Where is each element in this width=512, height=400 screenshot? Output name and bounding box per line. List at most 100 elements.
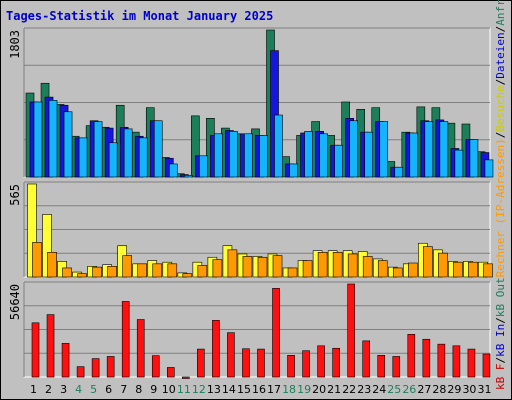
x-tick-label-day-18: 18 <box>282 383 296 396</box>
x-tick-label-day-14: 14 <box>222 383 236 396</box>
bar-hosts-ip-adressen-day-16 <box>257 256 268 278</box>
x-tick-label-day-9: 9 <box>150 383 157 396</box>
bar-traffic-kb-f-day-31 <box>482 353 491 378</box>
bar-requests-rechner-day-21 <box>334 144 343 178</box>
x-tick-label-day-2: 2 <box>45 383 52 396</box>
bar-requests-rechner-day-12 <box>199 155 208 178</box>
bar-hosts-ip-adressen-day-24 <box>377 260 388 278</box>
x-tick-label-day-21: 21 <box>327 383 341 396</box>
bar-requests-rechner-day-25 <box>394 166 404 178</box>
bar-requests-rechner-day-6 <box>108 142 118 178</box>
bar-requests-rechner-day-10 <box>168 163 178 178</box>
x-tick-label-day-4: 4 <box>75 383 82 396</box>
x-tick-label-day-1: 1 <box>30 383 37 396</box>
bar-hosts-ip-adressen-day-23 <box>362 256 373 278</box>
bar-requests-rechner-day-27 <box>424 121 434 178</box>
legend-entry: kB In <box>494 324 507 357</box>
bar-traffic-kb-f-day-16 <box>257 348 265 378</box>
x-tick-label-day-16: 16 <box>252 383 266 396</box>
x-tick-label-day-7: 7 <box>120 383 127 396</box>
x-tick-label-day-17: 17 <box>267 383 281 396</box>
panel-traffic-ymax-label: 56640 <box>8 284 22 320</box>
x-tick-label-day-11: 11 <box>177 383 191 396</box>
bar-requests-rechner-day-16 <box>259 135 268 178</box>
bar-hosts-ip-adressen-day-19 <box>302 260 313 278</box>
bar-traffic-kb-f-day-22 <box>347 283 355 378</box>
bar-requests-rechner-day-4 <box>78 137 88 178</box>
legend-entry: kB Out <box>494 277 507 317</box>
bar-hosts-ip-adressen-day-20 <box>317 252 328 278</box>
x-tick-label-day-27: 27 <box>417 383 431 396</box>
panel-requests: 1803 <box>8 27 494 178</box>
bar-traffic-kb-f-day-5 <box>91 358 100 378</box>
bar-traffic-kb-f-day-29 <box>452 345 461 378</box>
x-tick-label-day-25: 25 <box>387 383 401 396</box>
bar-hosts-ip-adressen-day-11 <box>182 273 193 278</box>
bar-requests-rechner-day-2 <box>48 100 58 178</box>
bar-hosts-ip-adressen-day-2 <box>47 252 57 278</box>
bar-hosts-ip-adressen-day-25 <box>392 267 403 278</box>
legend-entry: kB F <box>494 364 507 391</box>
bar-requests-rechner-day-1 <box>33 101 43 178</box>
bar-requests-rechner-day-8 <box>138 137 148 178</box>
x-tick-label-day-24: 24 <box>372 383 386 396</box>
bar-hosts-ip-adressen-day-12 <box>197 265 208 278</box>
bar-requests-rechner-day-3 <box>63 111 73 178</box>
x-tick-label-day-15: 15 <box>237 383 251 396</box>
bar-traffic-kb-f-day-13 <box>212 320 220 378</box>
bar-traffic-kb-f-day-20 <box>317 345 325 378</box>
bar-traffic-kb-f-day-21 <box>332 347 340 378</box>
bar-traffic-kb-f-day-9 <box>151 355 160 378</box>
bar-hosts-ip-adressen-day-15 <box>242 256 253 278</box>
bar-requests-rechner-day-23 <box>364 131 374 178</box>
bar-traffic-kb-f-day-11 <box>182 376 190 379</box>
legend-entry: / <box>494 357 507 364</box>
legend-entry: Besuche <box>494 85 507 131</box>
bar-hosts-ip-adressen-day-18 <box>287 267 298 278</box>
bar-traffic-kb-f-day-19 <box>302 350 310 378</box>
bar-hosts-ip-adressen-day-1 <box>32 242 42 278</box>
bar-requests-rechner-day-20 <box>319 133 328 178</box>
bar-traffic-kb-f-day-10 <box>166 367 175 378</box>
panel-hosts-ymax-label: 565 <box>8 184 22 206</box>
x-tick-label-day-6: 6 <box>105 383 112 396</box>
bar-hosts-besuche-day-1 <box>27 183 37 278</box>
bar-hosts-ip-adressen-day-29 <box>453 261 463 278</box>
bar-traffic-kb-f-day-8 <box>136 319 145 378</box>
bar-hosts-ip-adressen-day-6 <box>107 266 117 278</box>
bar-hosts-ip-adressen-day-3 <box>62 267 72 278</box>
bar-hosts-ip-adressen-day-14 <box>227 249 238 278</box>
chart-title: Tages-Statistik im Monat January 2025 <box>6 9 273 23</box>
bar-hosts-ip-adressen-day-5 <box>92 266 102 278</box>
bar-requests-rechner-day-28 <box>439 121 449 178</box>
bar-traffic-kb-f-day-17 <box>272 288 280 378</box>
bar-requests-rechner-day-18 <box>289 163 298 178</box>
bar-traffic-kb-f-day-24 <box>377 355 386 378</box>
legend: kB F/kB In/kB OutRechner (IP-Adressen)/B… <box>494 0 507 390</box>
legend-entry: / <box>494 132 507 139</box>
bar-traffic-kb-f-day-27 <box>422 338 431 378</box>
legend-entry: Rechner (IP-Adressen) <box>494 138 507 277</box>
bar-requests-rechner-day-9 <box>153 120 163 178</box>
bar-hosts-ip-adressen-day-13 <box>212 259 223 278</box>
x-tick-label-day-22: 22 <box>342 383 356 396</box>
panel-requests-ymax-label: 1803 <box>8 30 22 59</box>
bar-traffic-kb-f-day-28 <box>437 343 446 378</box>
x-tick-label-day-10: 10 <box>162 383 176 396</box>
bar-hosts-ip-adressen-day-9 <box>152 263 163 278</box>
x-tick-label-day-28: 28 <box>432 383 446 396</box>
bar-requests-rechner-day-15 <box>244 133 253 178</box>
bar-traffic-kb-f-day-1 <box>31 322 40 378</box>
bar-hosts-besuche-day-2 <box>42 214 52 278</box>
bar-requests-rechner-day-5 <box>93 121 103 178</box>
x-tick-label-day-13: 13 <box>207 383 221 396</box>
bar-hosts-ip-adressen-day-7 <box>122 255 132 278</box>
bar-requests-rechner-day-22 <box>349 120 358 178</box>
bar-traffic-kb-f-day-18 <box>287 355 295 378</box>
bar-requests-rechner-day-7 <box>123 128 133 178</box>
bar-traffic-kb-f-day-30 <box>467 348 476 378</box>
x-tick-label-day-23: 23 <box>357 383 371 396</box>
x-tick-label-day-12: 12 <box>192 383 206 396</box>
bar-traffic-kb-f-day-4 <box>76 366 85 378</box>
bar-traffic-kb-f-day-14 <box>227 332 235 378</box>
